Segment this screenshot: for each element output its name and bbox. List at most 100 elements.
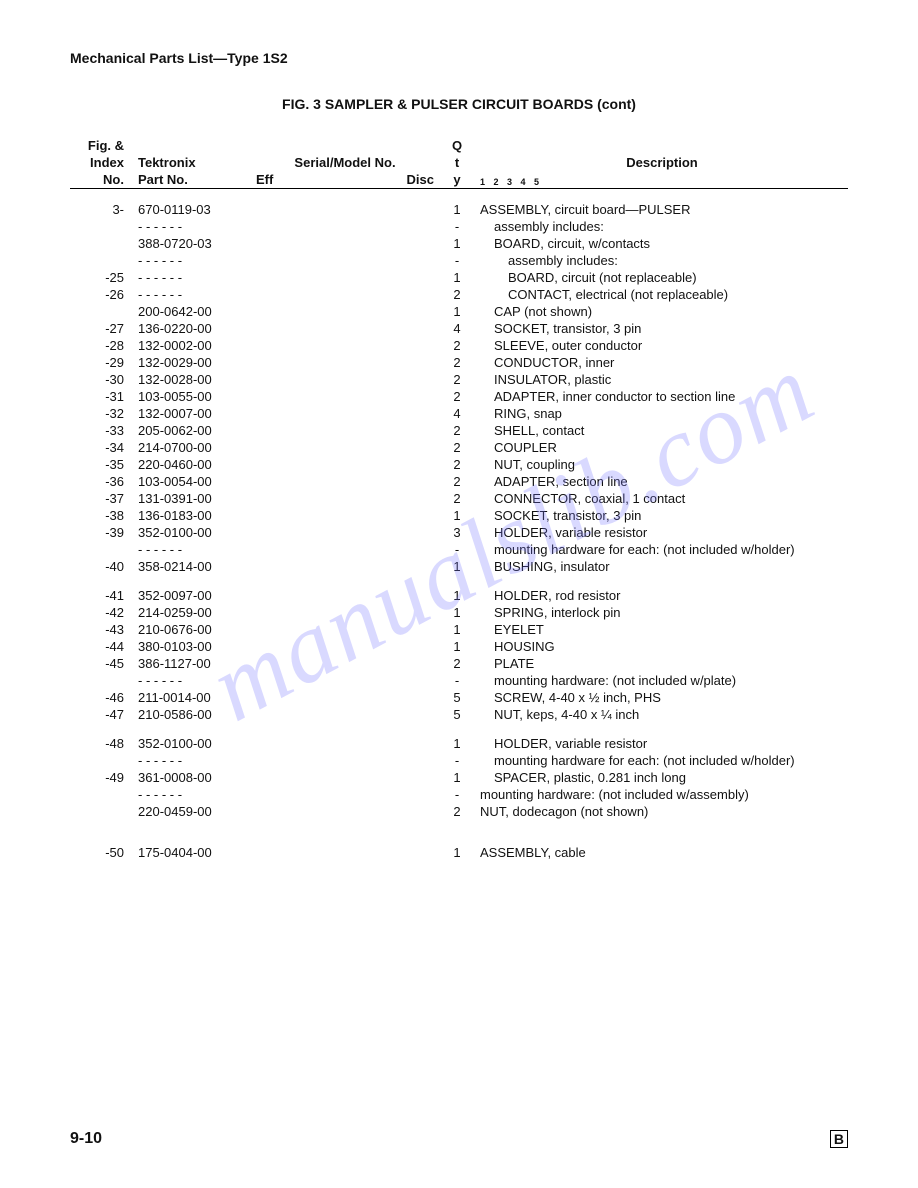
table-row: 388-0720-03 1BOARD, circuit, w/contacts	[70, 235, 848, 252]
table-row	[70, 820, 848, 832]
cell-desc: mounting hardware: (not included w/plate…	[476, 672, 848, 689]
cell-part: - - - - - -	[134, 786, 252, 803]
table-row: -41352-0097-001HOLDER, rod resistor	[70, 587, 848, 604]
table-row: -33205-0062-002SHELL, contact	[70, 422, 848, 439]
cell-qty: 2	[438, 286, 476, 303]
table-row: - - - - - --mounting hardware: (not incl…	[70, 672, 848, 689]
table-row: -40358-0214-001BUSHING, insulator	[70, 558, 848, 575]
table-row	[70, 832, 848, 844]
cell-part: 388-0720-03	[134, 235, 252, 252]
cell-qty: 2	[438, 803, 476, 820]
cell-qty: -	[438, 252, 476, 269]
table-row: -31103-0055-002ADAPTER, inner conductor …	[70, 388, 848, 405]
cell-desc: RING, snap	[476, 405, 848, 422]
col-header: Part No.	[134, 171, 252, 189]
cell-desc: ASSEMBLY, cable	[476, 844, 848, 861]
cell-qty: 4	[438, 320, 476, 337]
table-row: - - - - - --assembly includes:	[70, 252, 848, 269]
cell-part: 175-0404-00	[134, 844, 252, 861]
cell-part: 131-0391-00	[134, 490, 252, 507]
cell-desc: BUSHING, insulator	[476, 558, 848, 575]
cell-index: -35	[70, 456, 134, 473]
page-mark: B	[830, 1130, 848, 1148]
cell-index: -27	[70, 320, 134, 337]
cell-part: 132-0002-00	[134, 337, 252, 354]
col-header: Serial/Model No.	[252, 154, 438, 171]
cell-index	[70, 803, 134, 820]
cell-qty: -	[438, 752, 476, 769]
cell-part: 211-0014-00	[134, 689, 252, 706]
cell-part: - - - - - -	[134, 286, 252, 303]
cell-part: - - - - - -	[134, 218, 252, 235]
cell-part: 136-0220-00	[134, 320, 252, 337]
table-row: -45386-1127-002PLATE	[70, 655, 848, 672]
cell-qty: 2	[438, 388, 476, 405]
cell-index: -43	[70, 621, 134, 638]
cell-qty: 2	[438, 422, 476, 439]
cell-qty: 1	[438, 587, 476, 604]
cell-qty: 2	[438, 354, 476, 371]
cell-part: 132-0007-00	[134, 405, 252, 422]
cell-desc: assembly includes:	[476, 218, 848, 235]
cell-index: -49	[70, 769, 134, 786]
cell-index: -46	[70, 689, 134, 706]
table-row: -30132-0028-002INSULATOR, plastic	[70, 371, 848, 388]
cell-desc: SCREW, 4-40 x ½ inch, PHS	[476, 689, 848, 706]
cell-index	[70, 541, 134, 558]
cell-desc: ADAPTER, section line	[476, 473, 848, 490]
cell-desc: HOUSING	[476, 638, 848, 655]
cell-part: 670-0119-03	[134, 201, 252, 218]
cell-index: -33	[70, 422, 134, 439]
cell-index	[70, 752, 134, 769]
cell-part: - - - - - -	[134, 541, 252, 558]
table-row: -43210-0676-001EYELET	[70, 621, 848, 638]
parts-table: Fig. & Q Index Tektronix Serial/Model No…	[70, 137, 848, 861]
cell-qty: 1	[438, 507, 476, 524]
table-row: -26- - - - - -2CONTACT, electrical (not …	[70, 286, 848, 303]
cell-part: 361-0008-00	[134, 769, 252, 786]
table-row: -29132-0029-002CONDUCTOR, inner	[70, 354, 848, 371]
cell-desc: NUT, dodecagon (not shown)	[476, 803, 848, 820]
cell-desc: PLATE	[476, 655, 848, 672]
cell-part: 352-0100-00	[134, 735, 252, 752]
cell-qty: 2	[438, 371, 476, 388]
cell-part: 132-0029-00	[134, 354, 252, 371]
cell-index: -37	[70, 490, 134, 507]
cell-index	[70, 672, 134, 689]
page-number: 9-10	[70, 1130, 102, 1148]
cell-qty: -	[438, 218, 476, 235]
cell-index	[70, 235, 134, 252]
cell-desc: HOLDER, rod resistor	[476, 587, 848, 604]
table-row: -42214-0259-001SPRING, interlock pin	[70, 604, 848, 621]
cell-desc: ADAPTER, inner conductor to section line	[476, 388, 848, 405]
cell-part: 214-0259-00	[134, 604, 252, 621]
cell-part: 358-0214-00	[134, 558, 252, 575]
cell-part: 200-0642-00	[134, 303, 252, 320]
cell-desc: NUT, coupling	[476, 456, 848, 473]
cell-desc: NUT, keps, 4-40 x ¼ inch	[476, 706, 848, 723]
cell-qty: -	[438, 541, 476, 558]
cell-desc: BOARD, circuit, w/contacts	[476, 235, 848, 252]
cell-desc: INSULATOR, plastic	[476, 371, 848, 388]
cell-qty: 2	[438, 456, 476, 473]
cell-desc: SOCKET, transistor, 3 pin	[476, 507, 848, 524]
table-row: -47210-0586-005NUT, keps, 4-40 x ¼ inch	[70, 706, 848, 723]
cell-part: 220-0459-00	[134, 803, 252, 820]
cell-qty: 5	[438, 689, 476, 706]
cell-qty: 2	[438, 337, 476, 354]
cell-desc: BOARD, circuit (not replaceable)	[476, 269, 848, 286]
table-row	[70, 575, 848, 587]
table-row: - - - - - --mounting hardware for each: …	[70, 541, 848, 558]
cell-qty: 1	[438, 235, 476, 252]
col-header: Tektronix	[134, 154, 252, 171]
cell-part: 210-0586-00	[134, 706, 252, 723]
cell-qty: 2	[438, 655, 476, 672]
cell-qty: 1	[438, 769, 476, 786]
cell-qty: 2	[438, 473, 476, 490]
cell-qty: 1	[438, 844, 476, 861]
cell-part: 210-0676-00	[134, 621, 252, 638]
col-header: No.	[70, 171, 134, 189]
cell-index: -32	[70, 405, 134, 422]
cell-desc: SOCKET, transistor, 3 pin	[476, 320, 848, 337]
table-row: 220-0459-00 2NUT, dodecagon (not shown)	[70, 803, 848, 820]
